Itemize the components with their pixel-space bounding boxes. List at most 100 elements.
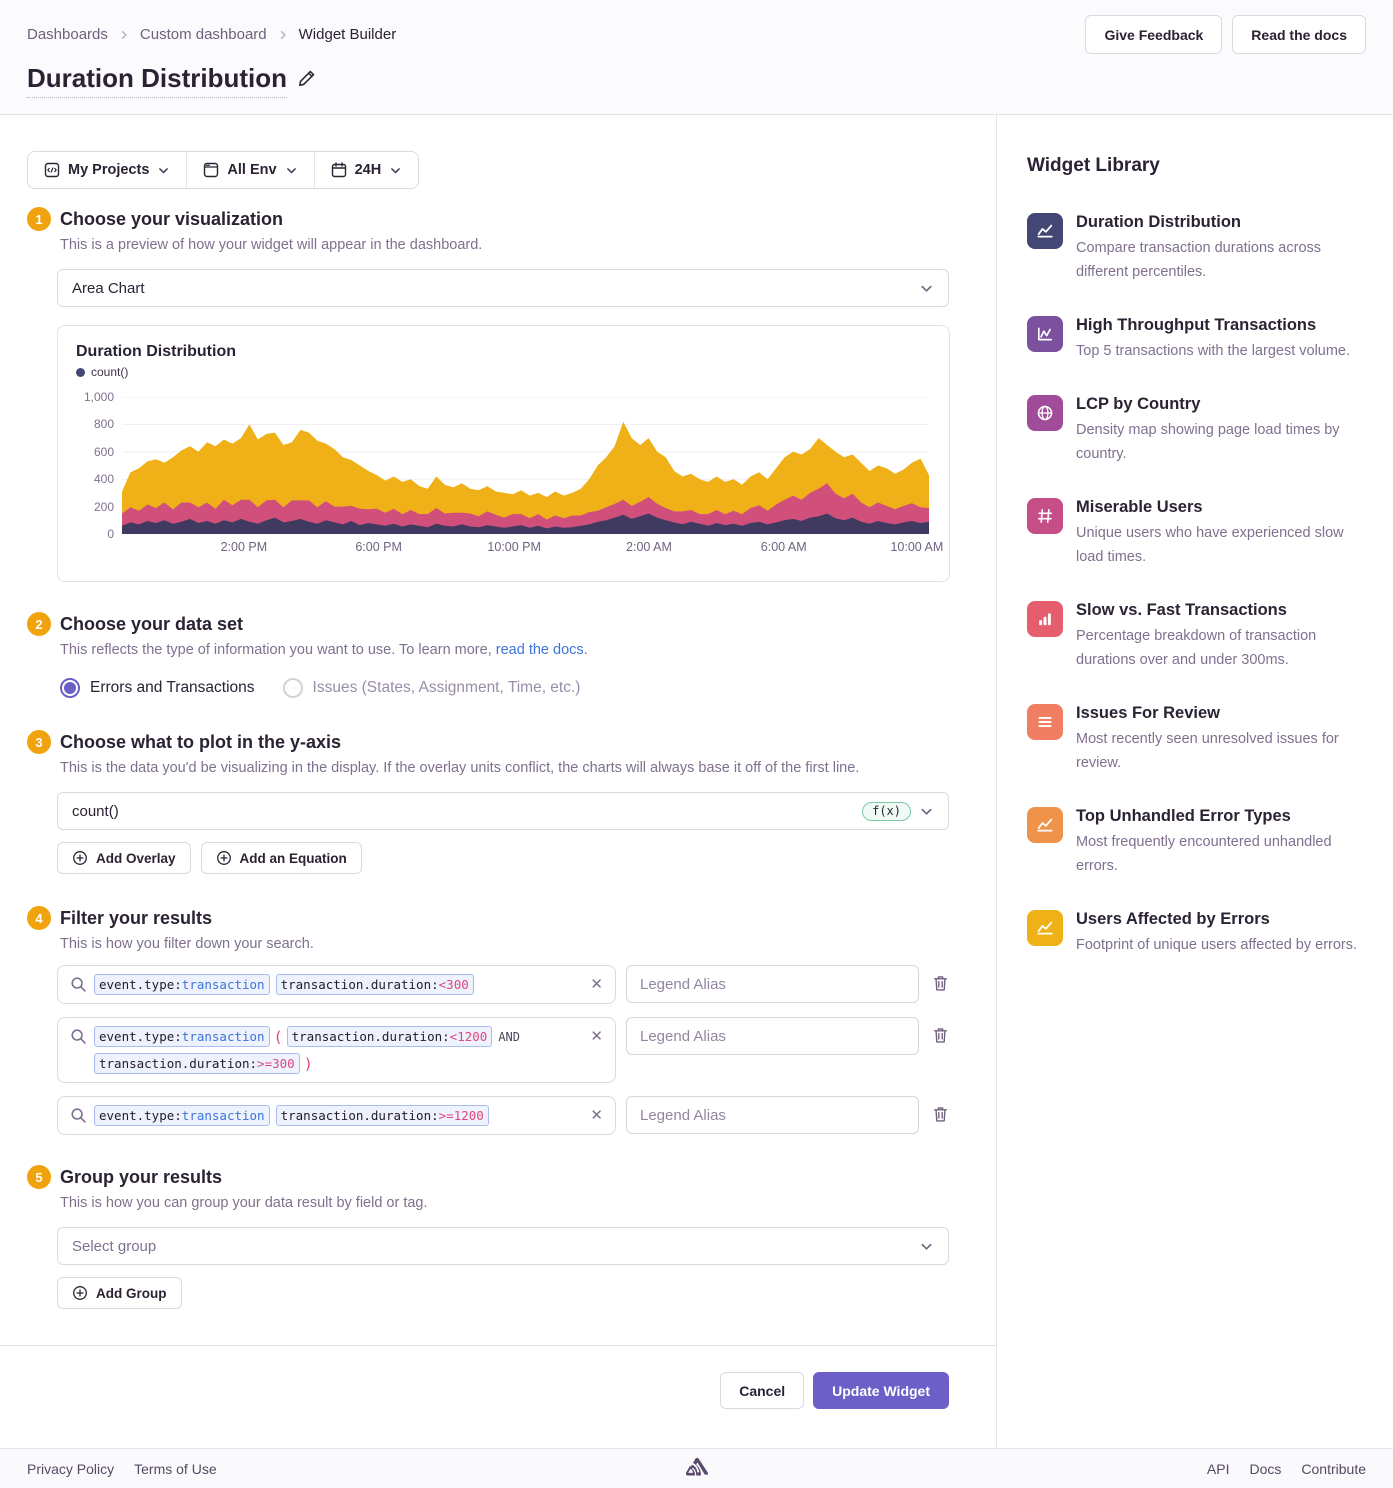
chevron-down-icon bbox=[159, 167, 169, 173]
group-select[interactable]: Select group bbox=[57, 1227, 949, 1265]
widget-library-item-title: High Throughput Transactions bbox=[1076, 316, 1317, 334]
radio-issues-label: Issues (States, Assignment, Time, etc.) bbox=[312, 679, 581, 696]
step1-title: Choose your visualization bbox=[60, 208, 284, 229]
widget-library-item-description: Compare transaction durations across dif… bbox=[1076, 240, 1322, 280]
widget-library-item[interactable]: High Throughput Transactions Top 5 transa… bbox=[1027, 316, 1367, 363]
area-chart-plot: 2:00 PM 6:00 PM 10:00 PM 2:00 AM 6:00 AM 10:0… bbox=[122, 397, 943, 562]
chevron-down-icon bbox=[921, 285, 932, 292]
widget-library-item[interactable]: Slow vs. Fast Transactions Percentage bre… bbox=[1027, 601, 1367, 672]
breadcrumb-widget-builder: Widget Builder bbox=[298, 26, 397, 43]
date-range-filter-button[interactable]: 24H bbox=[313, 152, 419, 188]
search-token[interactable]: event.type:transaction bbox=[94, 1105, 270, 1126]
display-type-select[interactable]: Area Chart bbox=[57, 269, 949, 307]
add-group-button[interactable]: Add Group bbox=[57, 1277, 182, 1309]
chevron-down-icon bbox=[921, 1243, 932, 1250]
filter-query-input[interactable]: event.type:transaction transaction.durati… bbox=[57, 1096, 616, 1135]
give-feedback-button[interactable]: Give Feedback bbox=[1085, 15, 1223, 54]
search-token[interactable]: transaction.duration:<300 bbox=[275, 974, 474, 995]
docs-link[interactable]: Docs bbox=[1249, 1460, 1282, 1477]
radio-errors-transactions[interactable]: Errors and Transactions bbox=[60, 678, 255, 698]
token-num: >=300 bbox=[257, 1056, 295, 1071]
widget-library-item-description: Unique users who have experienced slow l… bbox=[1076, 525, 1344, 565]
add-group-label: Add Group bbox=[96, 1285, 167, 1301]
step-filter-results: 4 Filter your results This is how you fi… bbox=[27, 906, 949, 1135]
query-operator: AND bbox=[498, 1029, 520, 1044]
radio-issues[interactable]: Issues (States, Assignment, Time, etc.) bbox=[282, 678, 581, 698]
widget-library-item-title: Slow vs. Fast Transactions bbox=[1076, 601, 1287, 619]
step4-description: This is how you filter down your search. bbox=[60, 936, 314, 952]
legend-alias-input[interactable] bbox=[626, 1096, 919, 1134]
environment-filter-label: All Env bbox=[227, 162, 277, 178]
terms-of-use-link[interactable]: Terms of Use bbox=[134, 1460, 217, 1477]
step1-description: This is a preview of how your widget wil… bbox=[60, 237, 483, 253]
environment-filter-button[interactable]: All Env bbox=[186, 152, 314, 188]
sentry-logo[interactable] bbox=[685, 1457, 708, 1480]
search-icon bbox=[71, 977, 86, 992]
search-token[interactable]: event.type:transaction bbox=[94, 1026, 270, 1047]
filter-row: event.type:transaction(transaction.durat… bbox=[57, 1017, 949, 1083]
delete-filter-button[interactable] bbox=[932, 974, 949, 995]
search-token[interactable]: transaction.duration:<1200 bbox=[286, 1026, 493, 1047]
widget-library-item[interactable]: LCP by Country Density map showing page l… bbox=[1027, 395, 1367, 466]
update-widget-button[interactable]: Update Widget bbox=[813, 1372, 949, 1409]
step3-description: This is the data you'd be visualizing in… bbox=[60, 760, 860, 776]
circle-plus-icon bbox=[216, 851, 231, 865]
delete-filter-button[interactable] bbox=[932, 1105, 949, 1126]
y-axis-label: 200 bbox=[93, 499, 114, 514]
search-token[interactable]: event.type:transaction bbox=[94, 974, 270, 995]
widget-library-item[interactable]: Duration Distribution Compare transaction… bbox=[1027, 213, 1367, 284]
widget-library-item-description: Footprint of unique users affected by er… bbox=[1076, 937, 1358, 953]
read-the-docs-button[interactable]: Read the docs bbox=[1232, 15, 1366, 54]
token-key: event.type: bbox=[99, 1108, 182, 1123]
yaxis-function-select[interactable]: count() f(x) bbox=[57, 792, 949, 830]
search-icon bbox=[71, 1108, 86, 1123]
token-key: event.type: bbox=[99, 977, 182, 992]
filter-query-input[interactable]: event.type:transaction(transaction.durat… bbox=[57, 1017, 616, 1083]
clear-query-button[interactable]: ✕ bbox=[590, 1028, 603, 1045]
area-chart-icon bbox=[1027, 910, 1063, 946]
legend-label: count() bbox=[91, 365, 129, 379]
clear-query-button[interactable]: ✕ bbox=[590, 1107, 603, 1124]
trash-icon bbox=[933, 1107, 948, 1122]
trash-icon bbox=[933, 976, 948, 991]
step4-title: Filter your results bbox=[60, 907, 213, 928]
add-overlay-button[interactable]: Add Overlay bbox=[57, 842, 191, 874]
project-filter-label: My Projects bbox=[68, 162, 150, 178]
widget-library-item[interactable]: Miserable Users Unique users who have exp… bbox=[1027, 498, 1367, 569]
filter-query-input[interactable]: event.type:transaction transaction.durati… bbox=[57, 965, 616, 1004]
api-link[interactable]: API bbox=[1206, 1460, 1230, 1477]
circle-plus-icon bbox=[73, 1286, 87, 1300]
step-choose-visualization: 1 Choose your visualization This is a pr… bbox=[27, 207, 950, 582]
legend-alias-input[interactable] bbox=[626, 1017, 919, 1055]
step-number-badge: 3 bbox=[27, 730, 51, 754]
radio-errors-transactions-label: Errors and Transactions bbox=[90, 679, 255, 696]
read-the-docs-link[interactable]: read the docs bbox=[495, 642, 584, 658]
add-equation-button[interactable]: Add an Equation bbox=[200, 842, 362, 874]
edit-pencil-icon[interactable] bbox=[297, 69, 316, 93]
radio-selected-icon bbox=[60, 678, 80, 698]
widget-library-item[interactable]: Users Affected by Errors Footprint of uni… bbox=[1027, 910, 1367, 957]
stacked-area-chart bbox=[122, 397, 929, 534]
contribute-link[interactable]: Contribute bbox=[1301, 1460, 1366, 1477]
x-axis-label: 2:00 AM bbox=[626, 540, 672, 554]
widget-library-item[interactable]: Top Unhandled Error Types Most frequently… bbox=[1027, 807, 1367, 878]
clear-query-button[interactable]: ✕ bbox=[590, 976, 603, 993]
breadcrumb-custom-dashboard[interactable]: Custom dashboard bbox=[139, 26, 267, 43]
step-group-results: 5 Group your results This is how you can… bbox=[27, 1165, 949, 1309]
cancel-button[interactable]: Cancel bbox=[720, 1372, 805, 1409]
widget-library-item-title: Issues For Review bbox=[1076, 704, 1220, 722]
delete-filter-button[interactable] bbox=[932, 1026, 949, 1047]
breadcrumb-dashboards[interactable]: Dashboards bbox=[27, 26, 108, 43]
y-axis-label: 400 bbox=[93, 472, 114, 487]
search-token[interactable]: transaction.duration:>=1200 bbox=[275, 1105, 489, 1126]
token-val: transaction bbox=[181, 1029, 265, 1044]
widget-library-item[interactable]: Issues For Review Most recently seen unre… bbox=[1027, 704, 1367, 775]
privacy-policy-link[interactable]: Privacy Policy bbox=[27, 1460, 115, 1477]
project-filter-button[interactable]: My Projects bbox=[28, 152, 187, 188]
widget-library-item-title: Miserable Users bbox=[1076, 498, 1203, 516]
chart-title: Duration Distribution bbox=[76, 343, 236, 360]
legend-alias-input[interactable] bbox=[626, 965, 919, 1003]
token-key: transaction.duration: bbox=[291, 1029, 450, 1044]
token-num: <1200 bbox=[449, 1029, 488, 1044]
search-token[interactable]: transaction.duration:>=300 bbox=[94, 1053, 300, 1074]
